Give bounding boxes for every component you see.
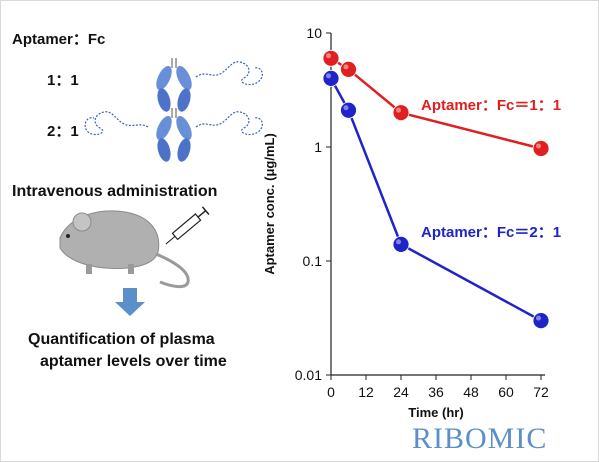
series-label: Aptamer：Fc＝2：1 bbox=[421, 224, 561, 241]
x-tick-label: 48 bbox=[463, 384, 479, 400]
x-axis-label: Time (hr) bbox=[408, 405, 463, 420]
data-point bbox=[392, 235, 410, 253]
x-tick-label: 12 bbox=[358, 384, 374, 400]
series-line bbox=[330, 57, 542, 150]
data-point-highlight bbox=[536, 315, 541, 321]
data-point-highlight bbox=[326, 53, 331, 59]
fc-molecule-icon bbox=[156, 58, 192, 112]
data-point-highlight bbox=[343, 105, 349, 111]
x-tick-label: 24 bbox=[393, 384, 409, 400]
x-tick-label: 0 bbox=[327, 384, 335, 400]
aptamer-strand-icon bbox=[195, 61, 263, 86]
mouse-icon bbox=[59, 210, 190, 289]
down-arrow-icon bbox=[115, 288, 145, 316]
data-point-highlight bbox=[396, 107, 401, 113]
x-tick-label: 36 bbox=[428, 384, 444, 400]
data-point bbox=[532, 312, 550, 330]
quantification-step-line2: aptamer levels over time bbox=[40, 353, 227, 370]
y-tick-label: 1 bbox=[314, 139, 322, 155]
data-point bbox=[340, 60, 357, 78]
syringe-icon bbox=[165, 206, 210, 245]
data-point bbox=[322, 49, 340, 67]
ratio-label-1-1: 1：1 bbox=[47, 72, 79, 89]
data-point bbox=[322, 69, 340, 87]
data-point bbox=[340, 101, 357, 119]
y-tick-label: 0.1 bbox=[303, 253, 323, 269]
ratio-label-2-1: 2：1 bbox=[47, 123, 79, 140]
aptamer-strand-icon bbox=[195, 111, 263, 136]
data-point-highlight bbox=[326, 73, 331, 79]
y-axis-label: Aptamer conc. (μg/mL) bbox=[262, 133, 277, 275]
ribomic-logo: RIBOMIC bbox=[412, 422, 548, 455]
aptamer-strand-icon bbox=[84, 111, 149, 136]
data-point-highlight bbox=[396, 239, 401, 245]
series-line bbox=[329, 77, 542, 322]
series-label: Aptamer：Fc＝1：1 bbox=[421, 97, 561, 114]
x-tick-label: 60 bbox=[498, 384, 514, 400]
ratio-heading: Aptamer：Fc bbox=[12, 31, 106, 48]
data-point bbox=[392, 104, 410, 122]
y-tick-label: 10 bbox=[306, 25, 322, 41]
x-tick-label: 72 bbox=[533, 384, 549, 400]
data-point-highlight bbox=[536, 143, 541, 149]
fc-molecule-icon bbox=[156, 108, 192, 162]
data-point-highlight bbox=[343, 64, 349, 70]
quantification-step-line1: Quantification of plasma bbox=[28, 331, 215, 348]
data-point bbox=[532, 140, 550, 157]
administration-step-label: Intravenous administration bbox=[12, 183, 218, 200]
y-tick-label: 0.01 bbox=[295, 367, 322, 383]
